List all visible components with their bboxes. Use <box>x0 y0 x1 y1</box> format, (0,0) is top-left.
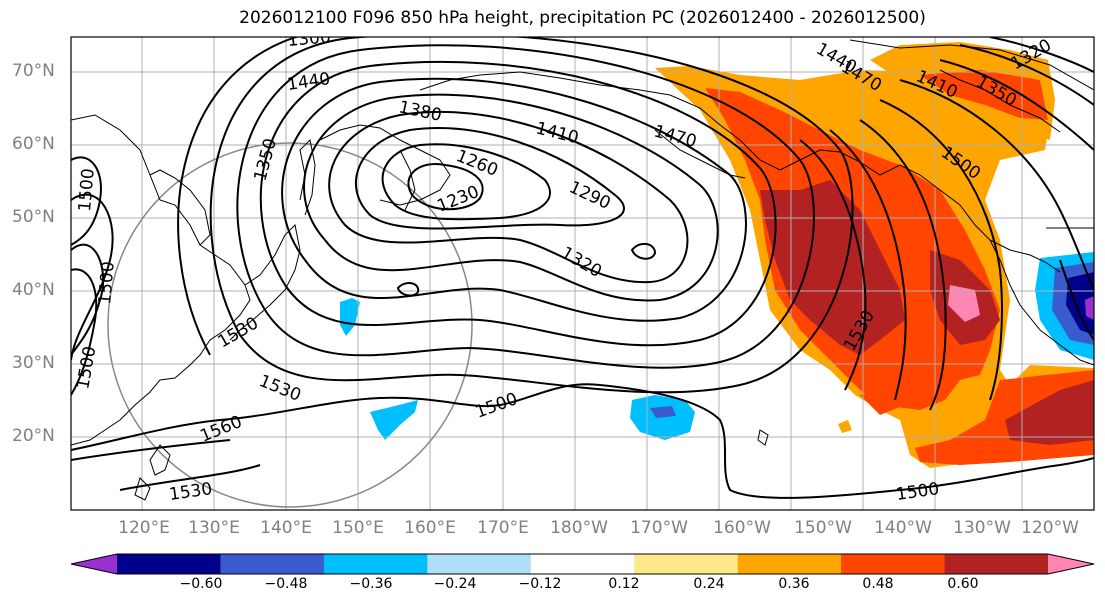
lon-label: 140°W <box>874 518 932 538</box>
lon-label: 170°W <box>630 518 688 538</box>
colorbar <box>70 553 1095 575</box>
contour-1260 <box>381 143 551 221</box>
colorbar-tick-label: 0.60 <box>947 576 979 592</box>
lon-label: 140°E <box>260 518 312 538</box>
contour-1230 <box>407 163 484 211</box>
lat-label-30n: 30°N <box>12 353 55 373</box>
lon-label: 130°E <box>188 518 240 538</box>
colorbar-cell <box>841 554 946 574</box>
colorbar-cell <box>737 554 842 574</box>
grid-lines <box>71 37 1094 510</box>
height-contours <box>71 37 1094 499</box>
colorbar-tick-label: 0.36 <box>778 576 810 592</box>
lon-label: 120°W <box>1021 518 1079 538</box>
map-panel: 1300 1440 1380 1410 1470 1440 1470 1410 … <box>70 27 1095 511</box>
lon-label: 180°W <box>550 518 608 538</box>
lon-label: 150°W <box>794 518 852 538</box>
contour-label: 1500 <box>95 261 119 306</box>
lon-label: 170°E <box>477 518 529 538</box>
map-title: 2026012100 F096 850 hPa height, precipit… <box>239 8 926 28</box>
colorbar-tick-label: −0.12 <box>518 576 562 592</box>
coastlines <box>71 39 1094 501</box>
lat-label-40n: 40°N <box>12 280 55 300</box>
lat-label-70n: 70°N <box>12 61 55 81</box>
colorbar-tick-label: −0.48 <box>264 576 308 592</box>
colorbar-cell <box>117 554 221 574</box>
lat-label-60n: 60°N <box>12 134 55 154</box>
colorbar-tick-label: −0.36 <box>349 576 393 592</box>
reference-circle <box>107 142 473 508</box>
colorbar-tick-label: −0.60 <box>179 576 223 592</box>
contour-label: 1300 <box>287 27 332 51</box>
colorbar-tick-label: 0.48 <box>862 576 894 592</box>
colorbar-extend-max <box>1048 554 1094 574</box>
colorbar-tick-label: 0.12 <box>608 576 640 592</box>
contour-1290 <box>354 127 625 230</box>
colorbar-extend-min <box>71 554 117 574</box>
colorbar-cell <box>427 554 532 574</box>
colorbar-outline <box>70 553 1095 575</box>
lon-label: 160°W <box>713 518 771 538</box>
precip-negative-shading <box>340 252 1094 440</box>
colorbar-cell <box>323 554 428 574</box>
colorbar-tick-label: 0.24 <box>693 576 725 592</box>
contour-label: 1500 <box>75 168 99 213</box>
colorbar-cell <box>634 554 739 574</box>
colorbar-tick-label: −0.24 <box>433 576 477 592</box>
map-frame <box>70 36 1095 511</box>
lon-label: 130°W <box>953 518 1011 538</box>
lon-label: 160°E <box>404 518 456 538</box>
lon-label: 120°E <box>118 518 170 538</box>
precip-positive-shading <box>655 42 1094 468</box>
lat-label-50n: 50°N <box>12 207 55 227</box>
colorbar-cell <box>944 554 1049 574</box>
contour-1320 <box>328 110 689 284</box>
colorbar-cell <box>220 554 325 574</box>
colorbar-cell <box>530 554 635 574</box>
lon-label: 150°E <box>332 518 384 538</box>
lat-label-20n: 20°N <box>12 426 55 446</box>
